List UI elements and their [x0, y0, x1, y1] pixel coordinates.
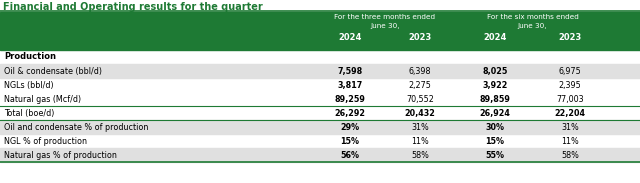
Text: 77,003: 77,003 [556, 95, 584, 104]
Text: 7,598: 7,598 [337, 67, 363, 76]
Text: 29%: 29% [340, 123, 360, 132]
Text: 11%: 11% [411, 137, 429, 146]
Text: Natural gas % of production: Natural gas % of production [4, 151, 117, 160]
Bar [0, 12, 640, 50]
Text: 26,292: 26,292 [335, 109, 365, 118]
Text: NGLs (bbl/d): NGLs (bbl/d) [4, 81, 54, 90]
Text: 55%: 55% [486, 151, 504, 160]
Text: 30%: 30% [486, 123, 504, 132]
Text: 6,398: 6,398 [409, 67, 431, 76]
Text: June 30,: June 30, [518, 23, 547, 29]
Text: Total (boe/d): Total (boe/d) [4, 109, 54, 118]
Text: 2023: 2023 [558, 33, 582, 42]
Bar [0, 148, 640, 162]
Text: Natural gas (Mcf/d): Natural gas (Mcf/d) [4, 95, 81, 104]
Text: 3,817: 3,817 [337, 81, 363, 90]
Text: 56%: 56% [340, 151, 360, 160]
Text: For the three months ended: For the three months ended [335, 14, 436, 20]
Text: 2023: 2023 [408, 33, 431, 42]
Text: 70,552: 70,552 [406, 95, 434, 104]
Text: 2,275: 2,275 [408, 81, 431, 90]
Text: NGL % of production: NGL % of production [4, 137, 87, 146]
Bar [0, 64, 640, 78]
Text: 22,204: 22,204 [554, 109, 586, 118]
Text: 26,924: 26,924 [479, 109, 511, 118]
Text: 2024: 2024 [339, 33, 362, 42]
Text: 58%: 58% [561, 151, 579, 160]
Text: Oil & condensate (bbl/d): Oil & condensate (bbl/d) [4, 67, 102, 76]
Text: Production: Production [4, 52, 56, 61]
Text: 20,432: 20,432 [404, 109, 435, 118]
Text: For the six months ended: For the six months ended [486, 14, 579, 20]
Text: 8,025: 8,025 [483, 67, 508, 76]
Text: 89,859: 89,859 [479, 95, 511, 104]
Text: Financial and Operating results for the quarter: Financial and Operating results for the … [3, 2, 263, 12]
Text: 89,259: 89,259 [335, 95, 365, 104]
Text: 31%: 31% [561, 123, 579, 132]
Text: 15%: 15% [340, 137, 360, 146]
Text: 11%: 11% [561, 137, 579, 146]
Text: 2,395: 2,395 [559, 81, 581, 90]
Text: 3,922: 3,922 [483, 81, 508, 90]
Text: June 30,: June 30, [371, 23, 400, 29]
Text: 6,975: 6,975 [559, 67, 581, 76]
Text: 31%: 31% [411, 123, 429, 132]
Bar [0, 120, 640, 134]
Text: Oil and condensate % of production: Oil and condensate % of production [4, 123, 148, 132]
Text: 15%: 15% [486, 137, 504, 146]
Text: 58%: 58% [411, 151, 429, 160]
Text: 2024: 2024 [483, 33, 507, 42]
